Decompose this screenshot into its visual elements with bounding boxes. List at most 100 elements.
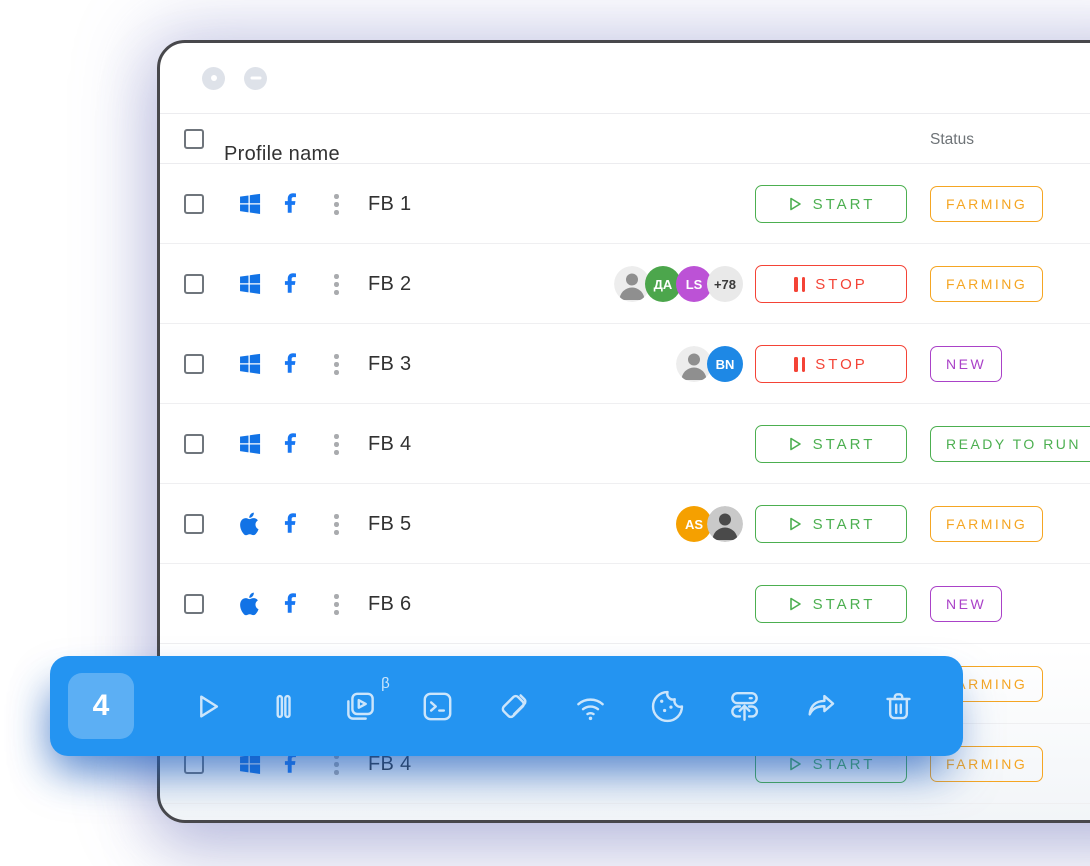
windows-icon <box>240 273 261 294</box>
action-button-label: STOP <box>815 275 868 293</box>
proxy-import-icon[interactable] <box>726 688 763 725</box>
action-button-label: START <box>812 595 876 613</box>
action-button-icon <box>787 196 803 212</box>
cookies-icon[interactable] <box>649 688 686 725</box>
row-menu-kebab[interactable] <box>332 752 341 777</box>
profile-name: FB 2 <box>368 273 412 295</box>
row-checkbox[interactable] <box>184 354 204 374</box>
action-button-label: START <box>812 755 876 773</box>
selected-count-badge: 4 <box>68 673 134 739</box>
table-row: FB 2 ДА LS +78 STOP FARMING <box>160 244 1090 324</box>
profile-name: FB 4 <box>368 753 412 775</box>
avatar-group: ДА LS +78 <box>614 266 743 302</box>
action-button-icon <box>787 596 803 612</box>
table-row: FB 6 START NEW <box>160 564 1090 644</box>
table-row: FB 4 START READY TO RUN <box>160 404 1090 484</box>
action-button-icon <box>787 516 803 532</box>
initials-avatar: AS <box>676 506 712 542</box>
photo-avatar <box>614 266 650 302</box>
status-badge: NEW <box>930 346 1003 382</box>
table-row: STOP <box>160 804 1090 820</box>
action-button-icon <box>787 436 803 452</box>
row-menu-kebab[interactable] <box>332 192 341 217</box>
status-badge: FARMING <box>930 746 1044 782</box>
row-checkbox[interactable] <box>184 514 204 534</box>
facebook-icon <box>284 433 296 453</box>
windows-icon <box>240 353 261 374</box>
row-menu-kebab[interactable] <box>332 592 341 617</box>
status-header: Status <box>930 131 974 148</box>
profile-name: FB 3 <box>368 353 412 375</box>
row-menu-kebab[interactable] <box>332 432 341 457</box>
select-all-checkbox[interactable] <box>184 129 204 149</box>
action-button-label: START <box>812 435 876 453</box>
facebook-icon <box>284 753 296 773</box>
facebook-icon <box>284 273 296 293</box>
status-badge: FARMING <box>930 506 1044 542</box>
row-checkbox[interactable] <box>184 434 204 454</box>
window-control-dot[interactable] <box>202 66 225 90</box>
action-button-icon <box>794 276 806 292</box>
profile-name: FB 6 <box>368 593 412 615</box>
action-button-icon <box>787 756 803 772</box>
profile-name-header: Profile name <box>224 143 340 165</box>
bulk-actions-toolbar: 4 β <box>50 656 963 756</box>
facebook-icon <box>284 353 296 373</box>
profile-name: FB 4 <box>368 433 412 455</box>
avatar-group: AS <box>676 506 743 542</box>
initials-avatar: ДА <box>645 266 681 302</box>
action-button-label: START <box>812 195 876 213</box>
photo-avatar <box>707 506 743 542</box>
row-checkbox[interactable] <box>184 594 204 614</box>
apple-icon <box>240 592 259 616</box>
row-checkbox[interactable] <box>184 754 204 774</box>
status-badge: FARMING <box>930 186 1044 222</box>
table-header: Profile name Status <box>160 113 1090 165</box>
row-menu-kebab[interactable] <box>332 272 341 297</box>
toolbar-icons: β <box>168 675 937 725</box>
row-checkbox[interactable] <box>184 274 204 294</box>
photo-avatar <box>676 346 712 382</box>
windows-icon <box>240 193 261 214</box>
bulk-launch-icon[interactable]: β <box>342 675 390 725</box>
initials-avatar: BN <box>707 346 743 382</box>
table-row: FB 1 START FARMING <box>160 164 1090 244</box>
beta-label: β <box>381 674 390 692</box>
pause-icon[interactable] <box>265 688 302 725</box>
avatar-group: BN <box>676 346 743 382</box>
facebook-icon <box>284 593 296 613</box>
status-badge: READY TO RUN <box>930 426 1090 462</box>
start-stop-button[interactable]: START <box>755 585 907 623</box>
share-icon[interactable] <box>803 688 840 725</box>
profile-name: FB 5 <box>368 513 412 535</box>
delete-icon[interactable] <box>880 688 917 725</box>
start-stop-button[interactable]: START <box>755 185 907 223</box>
facebook-icon <box>284 513 296 533</box>
apple-icon <box>240 512 259 536</box>
row-menu-kebab[interactable] <box>332 512 341 537</box>
start-stop-button[interactable]: START <box>755 425 907 463</box>
facebook-icon <box>284 193 296 213</box>
action-button-label: STOP <box>815 355 868 373</box>
initials-avatar: LS <box>676 266 712 302</box>
count-avatar: +78 <box>707 266 743 302</box>
titlebar <box>160 43 1090 113</box>
action-button-icon <box>794 356 806 372</box>
profile-name: FB 1 <box>368 193 412 215</box>
console-icon[interactable] <box>419 688 456 725</box>
row-menu-kebab[interactable] <box>332 352 341 377</box>
tags-icon[interactable] <box>496 688 533 725</box>
windows-icon <box>240 433 261 454</box>
row-checkbox[interactable] <box>184 194 204 214</box>
table-row: FB 5 AS START FARMING <box>160 484 1090 564</box>
start-stop-button[interactable]: STOP <box>755 265 907 303</box>
start-stop-button[interactable]: START <box>755 505 907 543</box>
wifi-proxy-icon[interactable] <box>572 688 609 725</box>
window-minimize-button[interactable] <box>244 66 267 90</box>
play-icon[interactable] <box>188 688 225 725</box>
status-badge: NEW <box>930 586 1003 622</box>
action-button-label: START <box>812 515 876 533</box>
start-stop-button[interactable]: STOP <box>755 345 907 383</box>
status-badge: FARMING <box>930 266 1044 302</box>
table-row: FB 3 BN STOP NEW <box>160 324 1090 404</box>
